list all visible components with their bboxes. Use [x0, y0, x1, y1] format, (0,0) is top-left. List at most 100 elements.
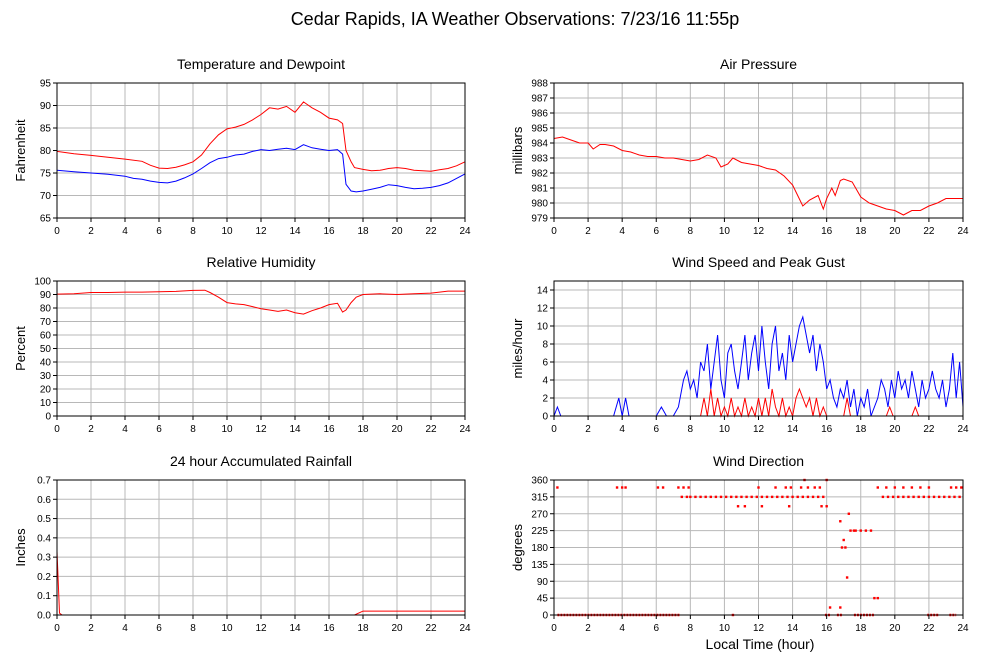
- page-title: Cedar Rapids, IA Weather Observations: 7…: [291, 9, 740, 29]
- x-tick-label: 6: [653, 226, 659, 237]
- y-axis-label: millibars: [510, 126, 525, 174]
- direction-point: [784, 486, 787, 489]
- direction-point: [750, 495, 753, 499]
- direction-point: [714, 495, 718, 499]
- direction-point: [781, 495, 784, 499]
- direction-point: [852, 529, 856, 532]
- x-tick-label: 2: [88, 226, 94, 237]
- y-tick-label: 95: [40, 79, 52, 90]
- direction-point: [885, 486, 888, 489]
- chart-title: 24 hour Accumulated Rainfall: [170, 453, 352, 469]
- x-tick-label: 24: [957, 226, 969, 237]
- y-tick-label: 980: [531, 199, 548, 210]
- direction-point: [864, 529, 868, 532]
- x-tick-label: 24: [459, 623, 471, 634]
- y-tick-label: 0.3: [37, 553, 51, 564]
- direction-point: [854, 529, 857, 532]
- direction-point: [677, 486, 680, 489]
- y-tick-label: 0: [45, 412, 51, 423]
- direction-point: [680, 495, 684, 499]
- chart-title: Air Pressure: [720, 56, 797, 72]
- direction-point: [927, 486, 931, 489]
- x-tick-label: 16: [323, 226, 335, 237]
- x-tick-label: 12: [255, 424, 267, 435]
- panels: 0 2 4 6 8 10 12 14 16 18 20 22 2465707580859095Tempe…: [13, 56, 969, 634]
- x-tick-label: 8: [688, 424, 694, 435]
- y-tick-label: 90: [40, 290, 52, 301]
- y-tick-label: 270: [531, 509, 548, 520]
- x-tick-label: 10: [221, 623, 233, 634]
- x-tick-label: 0: [551, 623, 557, 634]
- direction-point: [699, 495, 702, 499]
- direction-point: [615, 486, 619, 489]
- direction-point: [869, 529, 873, 532]
- direction-point: [724, 495, 728, 499]
- x-tick-label: 2: [585, 623, 591, 634]
- direction-point: [876, 486, 879, 489]
- series-line-0: [56, 289, 465, 315]
- x-tick-label: 8: [190, 623, 196, 634]
- x-tick-label: 14: [787, 424, 799, 435]
- y-axis-label: miles/hour: [510, 318, 525, 379]
- direction-point: [820, 505, 823, 508]
- y-tick-label: 60: [40, 331, 52, 342]
- direction-point: [922, 495, 926, 499]
- x-tick-label: 8: [190, 424, 196, 435]
- y-tick-label: 45: [537, 594, 549, 605]
- x-tick-label: 14: [787, 623, 799, 634]
- direction-point: [958, 495, 961, 499]
- direction-point: [849, 529, 852, 532]
- series-line-1: [56, 144, 466, 193]
- y-axis-label: Inches: [13, 528, 28, 567]
- direction-point: [806, 495, 810, 499]
- chart-pressure: 0 2 4 6 8 10 12 14 16 18 20 22 249799809819829839849…: [510, 56, 969, 237]
- y-tick-label: 10: [40, 398, 52, 409]
- x-tick-label: 16: [821, 623, 833, 634]
- chart-direction: 0 2 4 6 8 10 12 14 16 18 20 22 240459013518022527031…: [510, 453, 969, 634]
- chart-title: Wind Speed and Peak Gust: [672, 254, 845, 270]
- direction-point: [842, 538, 845, 542]
- direction-point: [825, 505, 828, 508]
- direction-point: [620, 486, 624, 489]
- x-tick-label: 22: [425, 623, 437, 634]
- x-tick-label: 16: [323, 623, 335, 634]
- direction-point: [891, 495, 895, 499]
- direction-point: [839, 606, 842, 609]
- y-tick-label: 982: [531, 169, 548, 180]
- x-tick-label: 14: [289, 424, 301, 435]
- x-tick-label: 24: [459, 424, 471, 435]
- y-tick-label: 315: [531, 492, 548, 503]
- direction-point: [949, 486, 953, 489]
- direction-point: [770, 495, 774, 499]
- x-tick-label: 10: [221, 226, 233, 237]
- x-tick-label: 22: [923, 623, 935, 634]
- y-tick-label: 70: [40, 317, 52, 328]
- y-tick-label: 40: [40, 358, 52, 369]
- y-tick-label: 80: [40, 146, 52, 157]
- x-tick-label: 12: [753, 623, 765, 634]
- x-tick-label: 20: [391, 623, 403, 634]
- direction-point: [687, 486, 690, 489]
- x-tick-label: 10: [719, 226, 731, 237]
- y-tick-label: 65: [40, 214, 52, 225]
- direction-point: [859, 529, 862, 532]
- x-tick-label: 20: [889, 623, 901, 634]
- x-tick-label: 20: [391, 424, 403, 435]
- direction-point: [828, 606, 832, 609]
- y-tick-label: 135: [531, 560, 548, 571]
- x-tick-label: 14: [289, 623, 301, 634]
- x-tick-label: 0: [54, 424, 60, 435]
- x-tick-label: 12: [753, 226, 765, 237]
- direction-point: [886, 495, 890, 499]
- x-tick-label: 18: [357, 623, 369, 634]
- x-tick-label: 24: [459, 226, 471, 237]
- y-tick-label: 12: [537, 304, 549, 315]
- y-tick-label: 100: [34, 277, 51, 288]
- x-tick-label: 20: [889, 424, 901, 435]
- direction-point: [847, 512, 851, 515]
- x-tick-label: 14: [787, 226, 799, 237]
- direction-point: [799, 486, 803, 489]
- direction-point: [786, 495, 789, 499]
- x-tick-label: 4: [619, 226, 625, 237]
- x-tick-label: 20: [391, 226, 403, 237]
